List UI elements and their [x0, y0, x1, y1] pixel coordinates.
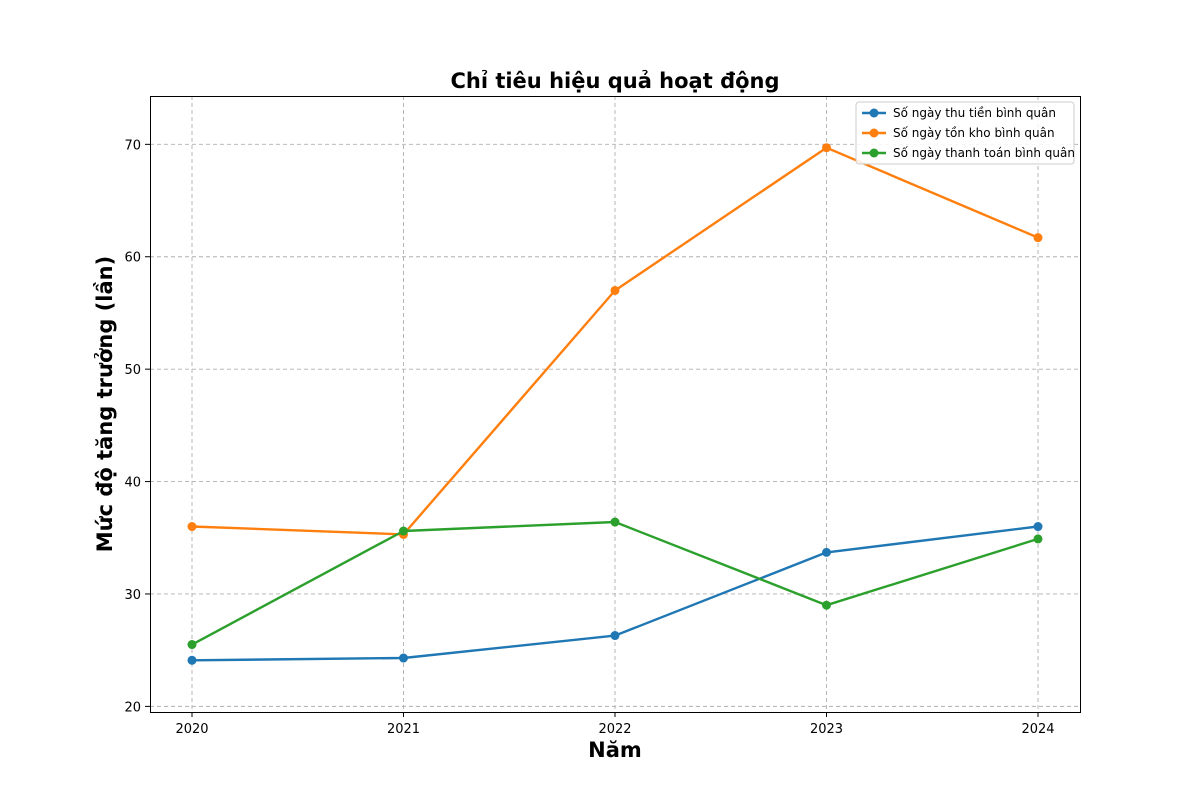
legend-box: [855, 101, 1075, 165]
x-tick-label: 2021: [387, 722, 420, 737]
legend-label: Số ngày thu tiền bình quân: [893, 106, 1056, 120]
x-tick-label: 2022: [598, 722, 631, 737]
legend-item: Số ngày tồn kho bình quân: [862, 126, 1055, 140]
chart-title: Chỉ tiêu hiệu quả hoạt động: [450, 69, 779, 93]
data-point: [610, 631, 620, 641]
data-point: [399, 526, 408, 536]
grid: [150, 96, 1080, 712]
y-tick-label: 70: [124, 138, 141, 153]
y-tick-label: 50: [124, 363, 141, 378]
data-point: [1033, 522, 1043, 532]
series-1: [187, 522, 1043, 665]
legend-marker: [869, 128, 879, 138]
data-point: [610, 285, 620, 295]
data-point: [399, 653, 408, 663]
data-point: [1033, 534, 1043, 544]
x-axis: 2020 2021 2022 2023 2024: [175, 712, 1055, 737]
series-3: [187, 517, 1043, 650]
data-point: [822, 143, 831, 153]
x-tick-label: 2023: [810, 722, 843, 737]
legend-label: Số ngày tồn kho bình quân: [893, 126, 1055, 140]
data-point: [1033, 233, 1043, 243]
plot-frame: [150, 96, 1081, 713]
series-layer: [187, 143, 1043, 665]
data-point: [822, 600, 831, 610]
x-axis-label: Năm: [588, 738, 642, 762]
x-tick-label: 2020: [175, 722, 208, 737]
legend-item: Số ngày thu tiền bình quân: [862, 106, 1056, 120]
legend-label: Số ngày thanh toán bình quân: [893, 146, 1075, 160]
y-tick-label: 60: [124, 251, 141, 266]
y-tick-label: 30: [124, 588, 141, 603]
data-point: [187, 522, 197, 532]
data-point: [187, 640, 197, 650]
x-tick-label: 2024: [1021, 722, 1054, 737]
legend-marker: [869, 148, 879, 158]
data-point: [187, 655, 197, 665]
data-point: [610, 517, 620, 527]
y-tick-label: 20: [124, 700, 141, 715]
legend-item: Số ngày thanh toán bình quân: [862, 146, 1075, 160]
y-axis: 20 30 40 50 60 70: [124, 138, 150, 715]
legend: Số ngày thu tiền bình quân Số ngày tồn kh…: [855, 101, 1075, 165]
legend-marker: [869, 108, 879, 118]
data-point: [822, 547, 831, 557]
y-tick-label: 40: [124, 476, 141, 491]
y-axis-label: Mức độ tăng trưởng (lần): [93, 256, 117, 552]
